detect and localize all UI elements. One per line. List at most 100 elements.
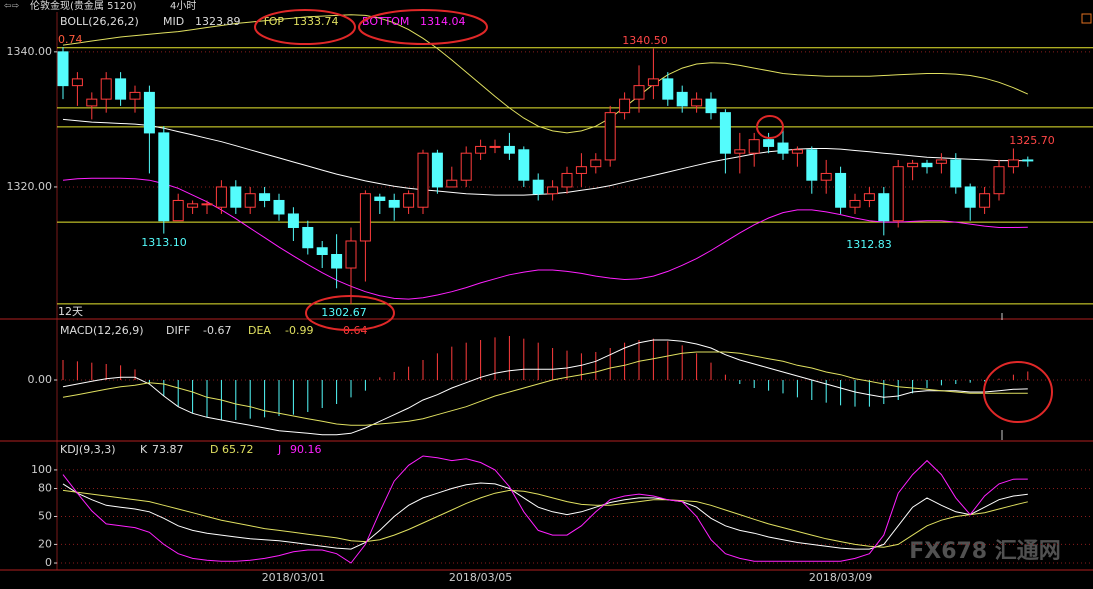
- candle-body: [244, 193, 256, 208]
- indicator-title: MACD(12,26,9): [60, 324, 144, 337]
- price-annotation: 1313.10: [141, 236, 187, 249]
- candle-body: [705, 98, 717, 114]
- highlight-circle: [756, 115, 784, 139]
- candle-body: [403, 193, 415, 208]
- candle-body: [806, 149, 818, 181]
- candle-body: [835, 172, 847, 208]
- candle-body: [388, 199, 400, 208]
- candle-body: [518, 149, 530, 181]
- candle-body: [475, 145, 487, 154]
- candle-body: [115, 78, 127, 100]
- candle-body: [374, 196, 386, 201]
- candle-body: [230, 186, 242, 208]
- indicator-title: BOLL(26,26,2): [60, 15, 139, 28]
- period[interactable]: 4小时: [170, 0, 196, 12]
- candle-body: [417, 152, 429, 208]
- candle-body: [431, 152, 443, 188]
- indicator-line: [62, 118, 1028, 196]
- y-tick-label: 20: [38, 537, 52, 550]
- candle-body: [935, 159, 947, 164]
- legend-name: MID: [163, 15, 184, 28]
- candle-body: [129, 91, 141, 100]
- candle-body: [849, 199, 861, 208]
- legend-value: -0.99: [285, 324, 313, 337]
- candle-body: [590, 159, 602, 168]
- plot-area: 1340.00 1320.00 0.74 1340.50 1313.10 1302.67 1…: [7, 14, 1093, 584]
- x-tick-label: 2018/03/01: [262, 571, 325, 584]
- candle-body: [57, 51, 69, 87]
- candle-body: [647, 78, 659, 87]
- candle-body: [273, 199, 285, 215]
- legend-name: TOP: [261, 15, 284, 28]
- legend-name: DIFF: [166, 324, 190, 337]
- panel-button[interactable]: [1081, 13, 1092, 24]
- highlight-circle: [983, 361, 1053, 423]
- legend-value: 65.72: [222, 443, 254, 456]
- indicator-line: [62, 14, 1029, 134]
- highlight-circles: [254, 9, 1053, 423]
- symbol: 伦敦金现(贵金属 5120): [30, 0, 137, 12]
- price-annotation: 0.74: [58, 33, 83, 46]
- candle-body: [1007, 159, 1019, 168]
- indicator-line: [62, 339, 1028, 436]
- candle-body: [791, 149, 803, 154]
- candle-body: [446, 179, 458, 188]
- legend-name: DEA: [248, 324, 271, 337]
- y-tick-label: 0.00: [28, 373, 53, 386]
- candle-body: [547, 186, 559, 195]
- candle-body: [302, 226, 314, 249]
- legend-name: K: [140, 443, 148, 456]
- legend-name: D: [210, 443, 218, 456]
- legend-value: 90.16: [290, 443, 322, 456]
- nav-icon[interactable]: ⇦⇨: [4, 2, 20, 12]
- candle-body: [460, 152, 472, 181]
- candle-body: [331, 254, 343, 269]
- legend-value: 1323.89: [195, 15, 241, 28]
- x-tick-label: 2018/03/09: [809, 571, 872, 584]
- candle-body: [259, 193, 271, 201]
- candle-body: [633, 85, 645, 100]
- legend-value: 1314.04: [420, 15, 466, 28]
- candle-body: [921, 162, 933, 168]
- legend-value: 1333.74: [293, 15, 339, 28]
- candle-body: [619, 98, 631, 114]
- candle-body: [777, 142, 789, 154]
- candle-body: [316, 247, 328, 256]
- candle-body: [820, 172, 832, 181]
- price-annotation: 1302.67: [321, 306, 367, 319]
- legend-name: J: [277, 443, 281, 456]
- top-bar: ⇦⇨ 伦敦金现(贵金属 5120) 4小时: [4, 0, 1092, 24]
- highlight-circle: [254, 9, 356, 45]
- price-annotation: 1340.50: [622, 34, 668, 47]
- candle-body: [676, 91, 688, 107]
- indicator-line: [62, 489, 1028, 548]
- y-tick-label: 1320.00: [7, 180, 53, 193]
- candle-body: [964, 186, 976, 208]
- indicator-line: [62, 351, 1028, 426]
- candle-body: [359, 193, 371, 242]
- candle-body: [143, 91, 155, 134]
- indicator-line: [62, 177, 1028, 300]
- legend-value: 73.87: [152, 443, 184, 456]
- candle-body: [719, 112, 731, 154]
- candle-body: [532, 179, 544, 195]
- legend-name: BOTTOM: [362, 15, 409, 28]
- x-tick-label: 2018/03/05: [449, 571, 512, 584]
- candle-body: [287, 213, 299, 228]
- candle-body: [86, 98, 98, 107]
- indicator-line: [62, 482, 1028, 550]
- period-label: 12天: [58, 305, 83, 318]
- candle-body: [734, 149, 746, 154]
- candle-body: [691, 98, 703, 107]
- legend-value: -0.67: [203, 324, 231, 337]
- candle-body: [71, 78, 83, 87]
- y-tick-label: 0: [45, 556, 52, 569]
- candle-body: [187, 203, 199, 208]
- candle-body: [172, 199, 184, 222]
- candle-body: [979, 193, 991, 208]
- candle-body: [662, 78, 674, 100]
- price-annotation: 1325.70: [1009, 134, 1055, 147]
- y-tick-label: 100: [31, 463, 52, 476]
